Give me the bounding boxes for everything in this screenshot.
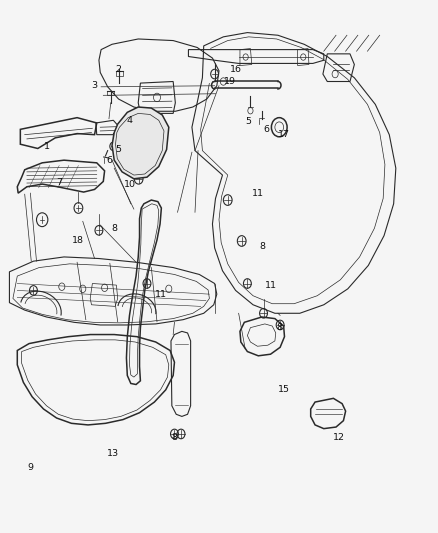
Bar <box>116 71 123 76</box>
Text: 8: 8 <box>276 323 282 332</box>
Text: 11: 11 <box>155 289 167 298</box>
Text: 12: 12 <box>333 433 345 442</box>
Text: 5: 5 <box>116 145 122 154</box>
Circle shape <box>272 118 287 137</box>
Text: 11: 11 <box>252 189 264 198</box>
Bar <box>107 91 114 95</box>
Text: 19: 19 <box>224 77 236 86</box>
Text: 13: 13 <box>107 449 120 458</box>
Text: 8: 8 <box>111 224 117 233</box>
Text: 1: 1 <box>43 142 49 151</box>
Text: 6: 6 <box>263 125 269 134</box>
Polygon shape <box>112 107 169 179</box>
Text: 6: 6 <box>106 156 112 165</box>
Text: 5: 5 <box>246 117 252 126</box>
Text: 15: 15 <box>278 385 290 394</box>
Text: 10: 10 <box>124 180 135 189</box>
Text: 7: 7 <box>57 178 63 187</box>
Text: 18: 18 <box>72 237 85 246</box>
Polygon shape <box>247 324 276 346</box>
Text: 2: 2 <box>116 66 122 74</box>
Text: 4: 4 <box>127 116 132 125</box>
Text: 8: 8 <box>260 242 266 251</box>
Text: 16: 16 <box>230 66 242 74</box>
Text: 9: 9 <box>28 463 33 472</box>
Text: 8: 8 <box>171 433 177 442</box>
Text: 17: 17 <box>278 130 290 139</box>
Text: 3: 3 <box>92 81 98 90</box>
Text: 11: 11 <box>265 280 277 289</box>
